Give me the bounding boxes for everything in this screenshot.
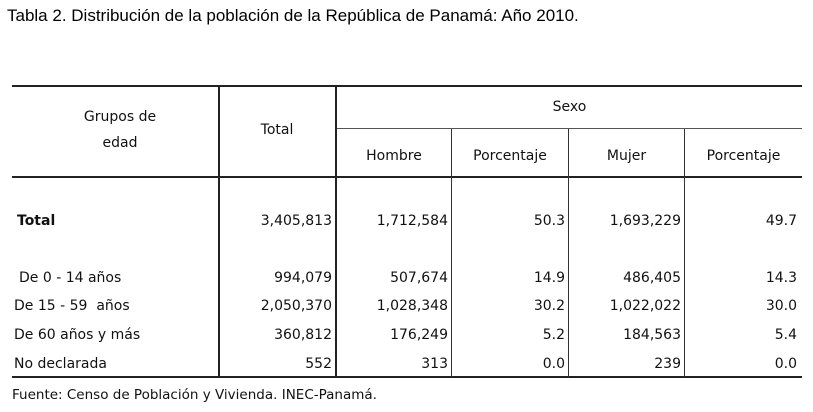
row-total-pct-m: 49.7 [765, 213, 797, 229]
row-15-59-mujer: 1,022,022 [609, 298, 681, 314]
sexo-divider-rule [337, 128, 802, 129]
table-source-note: Fuente: Censo de Población y Vivienda. I… [12, 387, 377, 403]
row-15-59-pct-h: 30.2 [533, 298, 565, 314]
row-total-pct-h: 50.3 [533, 213, 565, 229]
row-total-mujer: 1,693,229 [609, 213, 681, 229]
row-no-declarada-group: No declarada [14, 356, 107, 372]
header-hombre: Hombre [366, 148, 422, 164]
table-top-rule [12, 85, 802, 87]
table-caption: Tabla 2. Distribución de la población de… [7, 6, 579, 25]
row-15-59-total: 2,050,370 [260, 298, 332, 314]
header-porcentaje-mujer: Porcentaje [706, 148, 781, 164]
row-15-59-pct-m: 30.0 [765, 298, 797, 314]
row-no-declarada-mujer: 239 [654, 356, 681, 372]
row-no-declarada-pct-m: 0.0 [774, 356, 797, 372]
row-15-59-hombre: 1,028,348 [376, 298, 448, 314]
row-total-total: 3,405,813 [260, 213, 332, 229]
col-divider-pct-h [568, 129, 569, 377]
row-60-plus-pct-h: 5.2 [542, 327, 565, 343]
header-porcentaje-hombre: Porcentaje [473, 148, 547, 164]
row-total-hombre: 1,712,584 [376, 213, 448, 229]
header-sexo: Sexo [552, 99, 587, 115]
row-60-plus-total: 360,812 [274, 327, 332, 343]
row-60-plus-group: De 60 años y más [14, 327, 141, 343]
row-0-14-group: De 0 - 14 años [19, 270, 122, 286]
header-group-line2: edad [102, 135, 138, 151]
col-divider-hombre [451, 129, 452, 377]
row-0-14-hombre: 507,674 [390, 270, 448, 286]
col-divider-mujer [684, 129, 685, 377]
row-no-declarada-pct-h: 0.0 [542, 356, 565, 372]
header-mujer: Mujer [606, 148, 647, 164]
row-0-14-pct-m: 14.3 [765, 270, 797, 286]
row-60-plus-pct-m: 5.4 [774, 327, 797, 343]
table-bottom-rule [12, 376, 802, 378]
row-total-group: Total [17, 213, 56, 229]
header-group-line1: Grupos de [83, 109, 157, 125]
row-60-plus-hombre: 176,249 [390, 327, 448, 343]
row-no-declarada-hombre: 313 [421, 356, 448, 372]
row-15-59-group: De 15 - 59 años [14, 298, 130, 314]
header-bottom-rule [12, 176, 802, 178]
row-0-14-total: 994,079 [274, 270, 332, 286]
row-60-plus-mujer: 184,563 [623, 327, 681, 343]
col-divider-total [335, 85, 337, 377]
row-0-14-mujer: 486,405 [623, 270, 681, 286]
row-0-14-pct-h: 14.9 [533, 270, 565, 286]
col-divider-group [218, 85, 220, 377]
row-no-declarada-total: 552 [305, 356, 332, 372]
header-total: Total [260, 122, 294, 138]
